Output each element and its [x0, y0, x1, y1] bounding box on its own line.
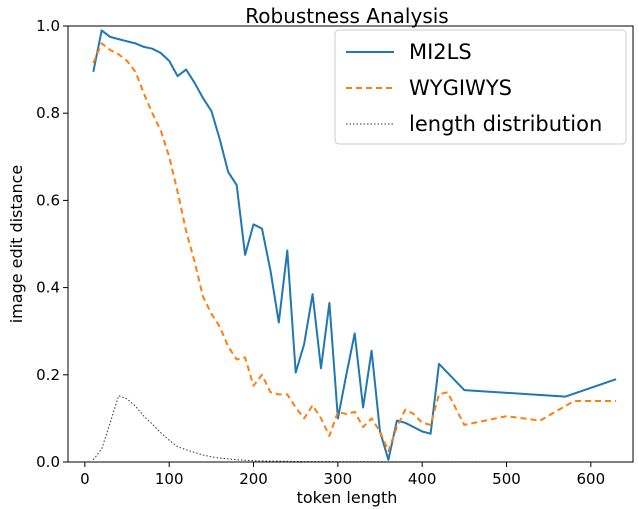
series-line-2 — [92, 395, 617, 463]
x-tick-label: 200 — [239, 470, 268, 488]
x-axis-label: token length — [297, 488, 398, 507]
y-tick-label: 0.2 — [36, 366, 60, 384]
x-tick-label: 400 — [408, 470, 437, 488]
x-tick-label: 100 — [155, 470, 184, 488]
chart-title: Robustness Analysis — [245, 4, 448, 28]
y-axis: 0.0 0.2 0.4 0.6 0.8 1.0 — [36, 17, 68, 471]
x-axis: 0 100 200 300 400 500 600 — [80, 462, 605, 488]
legend-label-2: length distribution — [409, 112, 602, 136]
legend-label-1: WYGIWYS — [409, 76, 512, 100]
x-tick-label: 300 — [324, 470, 353, 488]
series-line-0 — [92, 29, 617, 461]
y-axis-label: image edit distance — [7, 165, 26, 324]
y-tick-label: 1.0 — [36, 17, 60, 35]
legend-box — [334, 29, 627, 145]
x-tick-label: 500 — [492, 470, 521, 488]
x-tick-label: 600 — [577, 470, 606, 488]
x-tick-label: 0 — [80, 470, 90, 488]
y-tick-label: 0.0 — [36, 453, 60, 471]
series-group — [92, 29, 617, 463]
y-tick-label: 0.6 — [36, 191, 60, 209]
y-tick-label: 0.4 — [36, 279, 60, 297]
legend: MI2LS WYGIWYS length distribution — [334, 29, 627, 145]
y-tick-label: 0.8 — [36, 104, 60, 122]
plot-frame — [67, 25, 634, 463]
legend-label-0: MI2LS — [409, 40, 472, 64]
